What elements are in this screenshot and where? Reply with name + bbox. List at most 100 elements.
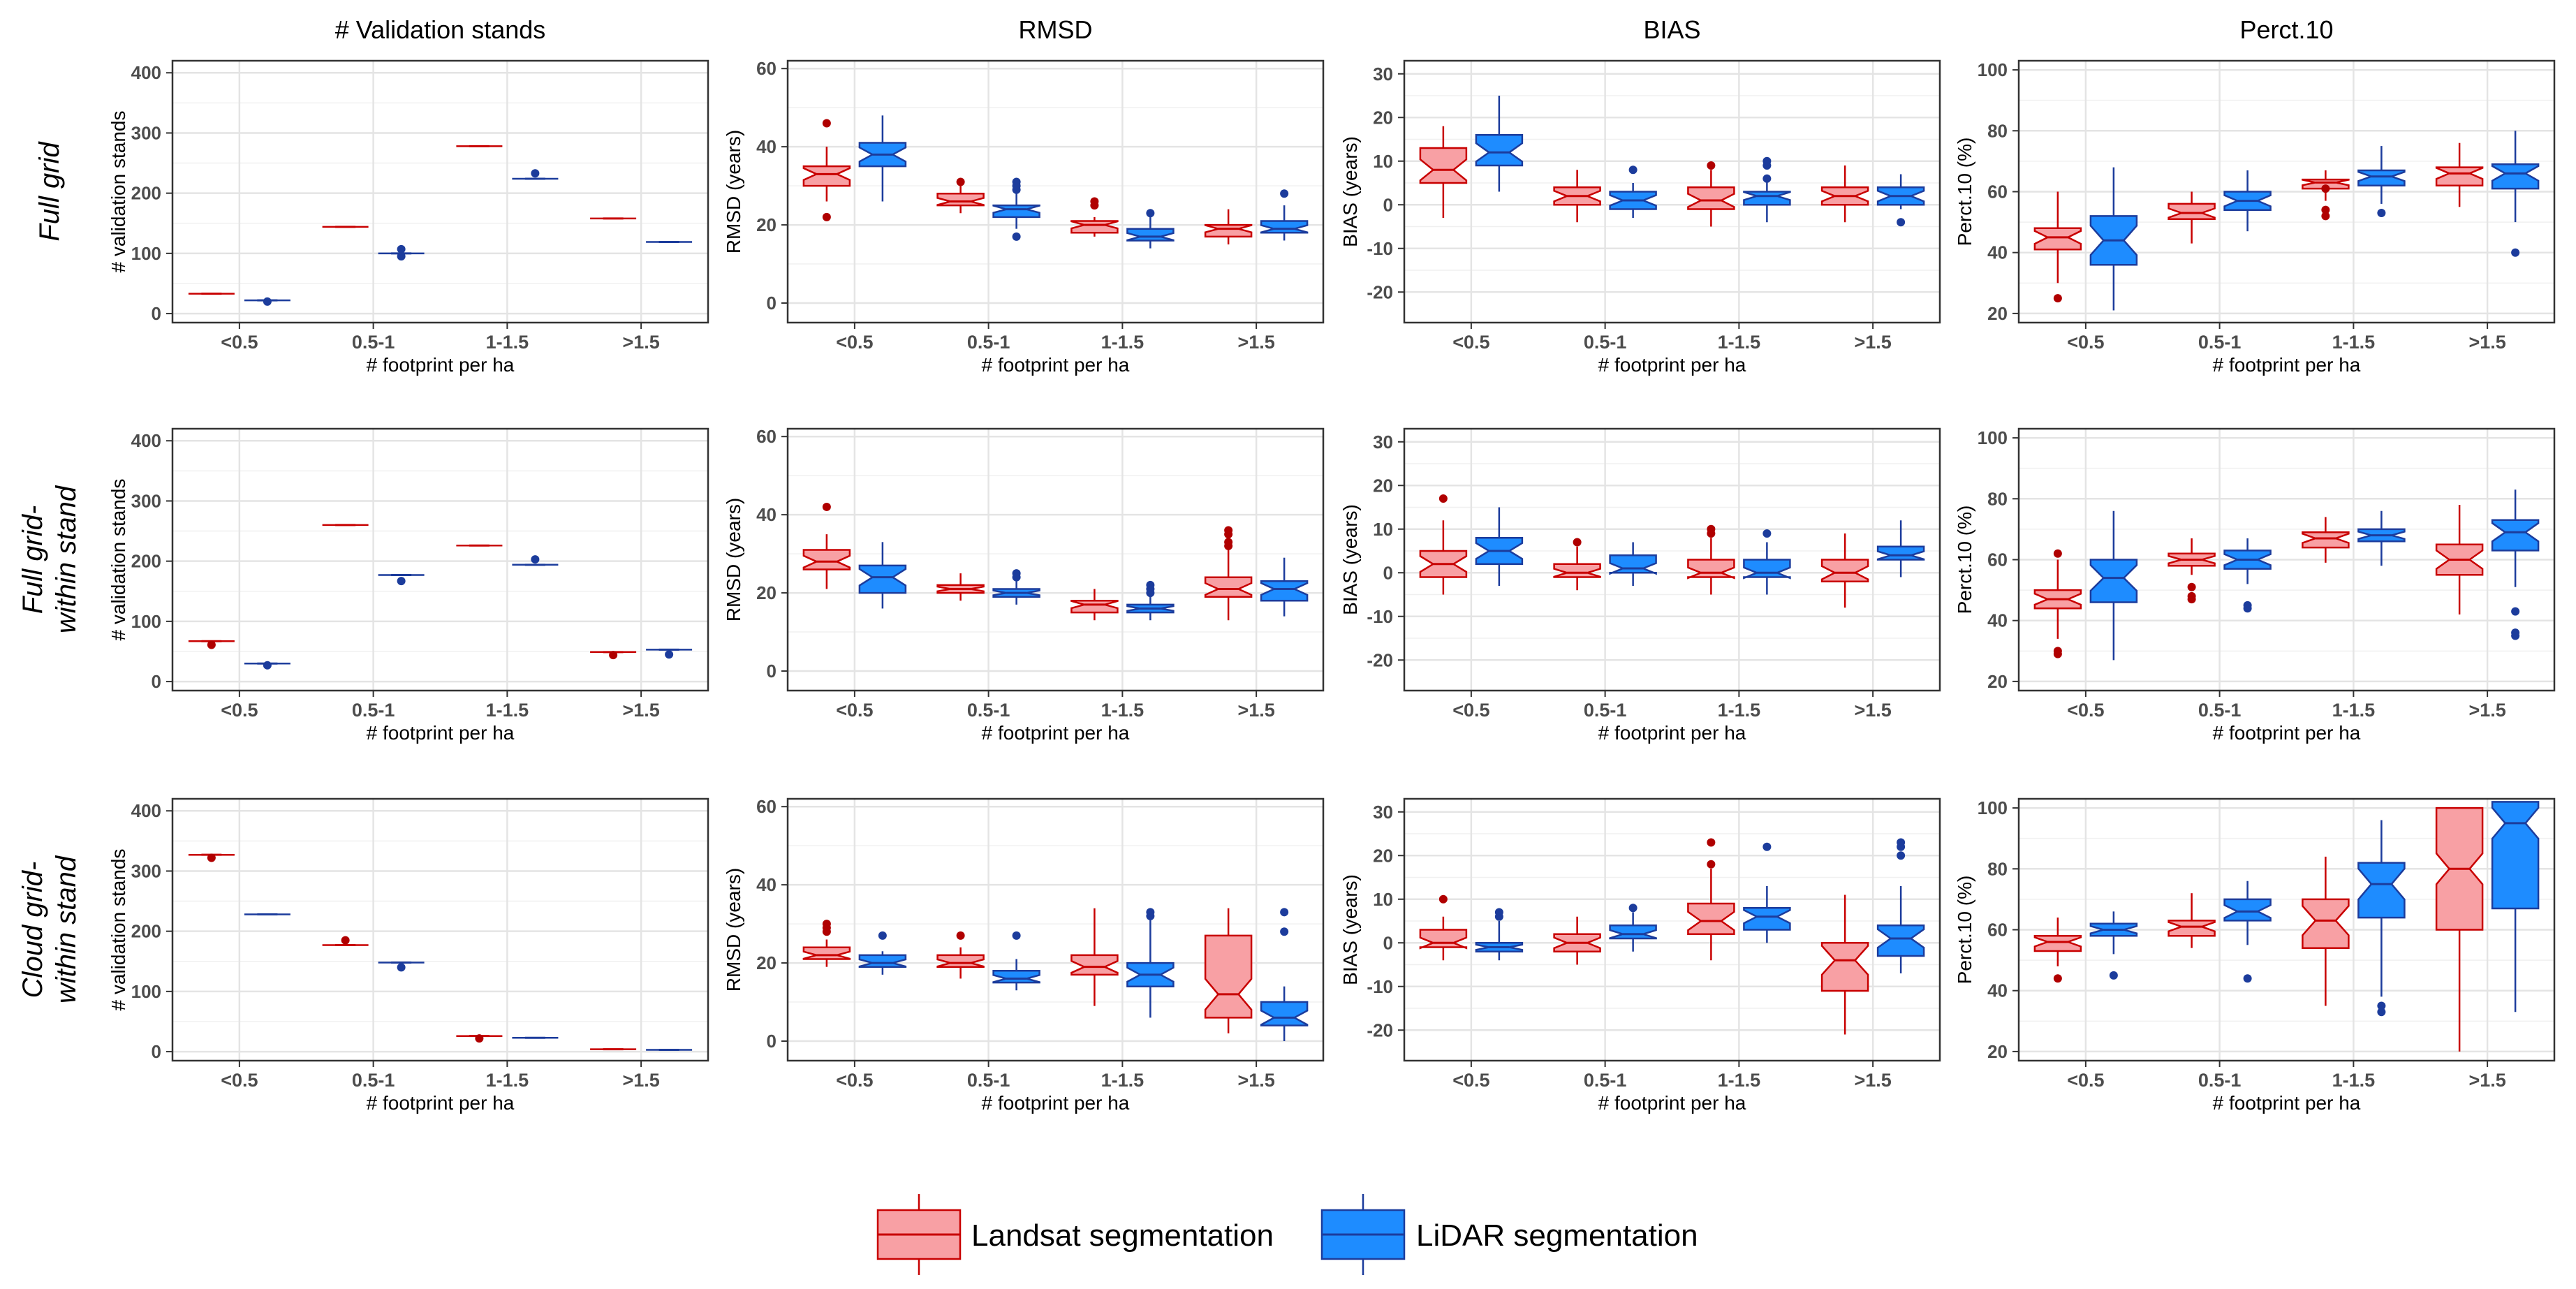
y-tick-label: 300 xyxy=(131,860,161,881)
landsat-outlier xyxy=(2053,294,2062,303)
panel-border xyxy=(2017,59,2556,324)
y-tick-label: 300 xyxy=(131,490,161,511)
x-tick-label: <0.5 xyxy=(2067,700,2104,721)
x-axis-label: # footprint per ha xyxy=(367,1092,515,1114)
landsat-box xyxy=(936,193,985,207)
lidar-box xyxy=(2357,862,2406,919)
y-tick-label: 200 xyxy=(131,921,161,942)
y-tick-label: 20 xyxy=(1373,475,1393,496)
landsat-outlier xyxy=(1090,197,1099,206)
landsat-outlier xyxy=(207,853,216,862)
landsat-box xyxy=(802,549,851,570)
lidar-outlier xyxy=(1762,842,1772,851)
y-tick-label: 20 xyxy=(1373,845,1393,866)
y-tick-label: 0 xyxy=(767,1031,777,1052)
landsat-outlier xyxy=(2187,582,2196,591)
landsat-outlier xyxy=(956,177,965,186)
y-axis-label: # validation stands xyxy=(108,849,129,1011)
x-tick-label: 0.5-1 xyxy=(967,1070,1010,1091)
column-title: BIAS xyxy=(1643,15,1700,44)
x-tick-label: 1-1.5 xyxy=(2332,1070,2376,1091)
landsat-legend-label: Landsat segmentation xyxy=(971,1218,1274,1253)
y-tick-label: 100 xyxy=(1978,427,2008,448)
y-tick-label: 10 xyxy=(1373,151,1393,172)
panel: -20 -10 0 10 20 30 <0.5 0.5-1 1-1.5 >1.5 # footpri… xyxy=(1339,797,1941,1114)
landsat-box xyxy=(1687,186,1735,210)
x-tick-label: <0.5 xyxy=(221,332,258,353)
lidar-box xyxy=(1260,220,1309,234)
y-axis-label: RMSD (years) xyxy=(723,130,744,253)
y-axis-label: Perct.10 (%) xyxy=(1954,138,1975,246)
y-tick-label: 10 xyxy=(1373,519,1393,540)
landsat-box xyxy=(2167,920,2216,937)
landsat-outlier xyxy=(2053,647,2062,656)
panel-border xyxy=(786,59,1325,324)
landsat-outlier xyxy=(2321,184,2330,193)
lidar-outlier xyxy=(2243,974,2252,983)
y-tick-label: 100 xyxy=(131,243,161,264)
landsat-outlier xyxy=(1707,838,1716,847)
x-tick-label: >1.5 xyxy=(2468,1070,2505,1091)
lidar-outlier xyxy=(2511,628,2520,638)
lidar-outlier xyxy=(2511,607,2520,616)
panel: 0 20 40 60 <0.5 0.5-1 1-1.5 >1.5 # footprint per… xyxy=(723,426,1325,744)
panel: 0 100 200 300 400 <0.5 0.5-1 1-1.5 >1.5 # footpri… xyxy=(108,59,709,376)
lidar-box xyxy=(2491,163,2540,190)
x-tick-label: 0.5-1 xyxy=(1584,332,1627,353)
y-tick-label: 30 xyxy=(1373,432,1393,452)
column-title: # Validation stands xyxy=(335,15,546,44)
y-tick-label: -10 xyxy=(1367,976,1393,997)
panel: 0 20 40 60 <0.5 0.5-1 1-1.5 >1.5 # footprint per… xyxy=(723,796,1325,1114)
lidar-outlier xyxy=(2243,601,2252,610)
x-tick-label: >1.5 xyxy=(2468,700,2505,721)
y-tick-label: 0 xyxy=(1383,932,1393,953)
lidar-outlier xyxy=(1012,232,1021,241)
x-tick-label: 1-1.5 xyxy=(1718,700,1761,721)
plot-background xyxy=(788,61,1323,323)
x-axis-label: # footprint per ha xyxy=(367,722,515,744)
lidar-box xyxy=(1126,228,1175,242)
panel-border xyxy=(786,797,1325,1062)
landsat-box xyxy=(1204,934,1253,1019)
y-tick-label: 40 xyxy=(1987,242,2008,263)
y-tick-label: 30 xyxy=(1373,64,1393,84)
x-tick-label: >1.5 xyxy=(622,332,659,353)
lidar-outlier xyxy=(1146,580,1155,589)
y-tick-label: 30 xyxy=(1373,802,1393,823)
landsat-box xyxy=(802,165,851,187)
lidar-box xyxy=(1743,907,1791,931)
y-tick-label: 60 xyxy=(756,426,777,447)
lidar-outlier xyxy=(397,252,406,261)
y-tick-label: 0 xyxy=(152,1041,161,1062)
lidar-outlier xyxy=(1897,838,1906,847)
x-tick-label: <0.5 xyxy=(836,1070,873,1091)
panel-border xyxy=(171,59,709,324)
lidar-box xyxy=(2357,169,2406,187)
y-tick-label: 40 xyxy=(756,136,777,157)
row-label-line: Full grid xyxy=(34,141,65,242)
y-tick-label: 80 xyxy=(1987,858,2008,879)
x-tick-label: <0.5 xyxy=(836,700,873,721)
lidar-outlier xyxy=(2109,971,2118,980)
y-axis-label: # validation stands xyxy=(108,479,129,641)
landsat-box xyxy=(1070,220,1119,234)
row-label-line: within stand xyxy=(51,855,82,1003)
row-label-line: within stand xyxy=(51,485,82,633)
y-axis-label: # validation stands xyxy=(108,111,129,273)
x-tick-label: 0.5-1 xyxy=(1584,1070,1627,1091)
x-tick-label: 0.5-1 xyxy=(352,332,395,353)
landsat-box xyxy=(2435,166,2484,187)
x-tick-label: 0.5-1 xyxy=(352,1070,395,1091)
landsat-box xyxy=(1820,559,1869,583)
plot-background xyxy=(788,799,1323,1061)
landsat-outlier xyxy=(2053,974,2062,983)
landsat-box xyxy=(936,954,985,968)
x-tick-label: 0.5-1 xyxy=(1584,700,1627,721)
landsat-outlier xyxy=(1707,161,1716,170)
y-tick-label: 0 xyxy=(152,671,161,692)
y-tick-label: -20 xyxy=(1367,1019,1393,1040)
x-tick-label: 1-1.5 xyxy=(2332,332,2376,353)
lidar-outlier xyxy=(1897,851,1906,860)
